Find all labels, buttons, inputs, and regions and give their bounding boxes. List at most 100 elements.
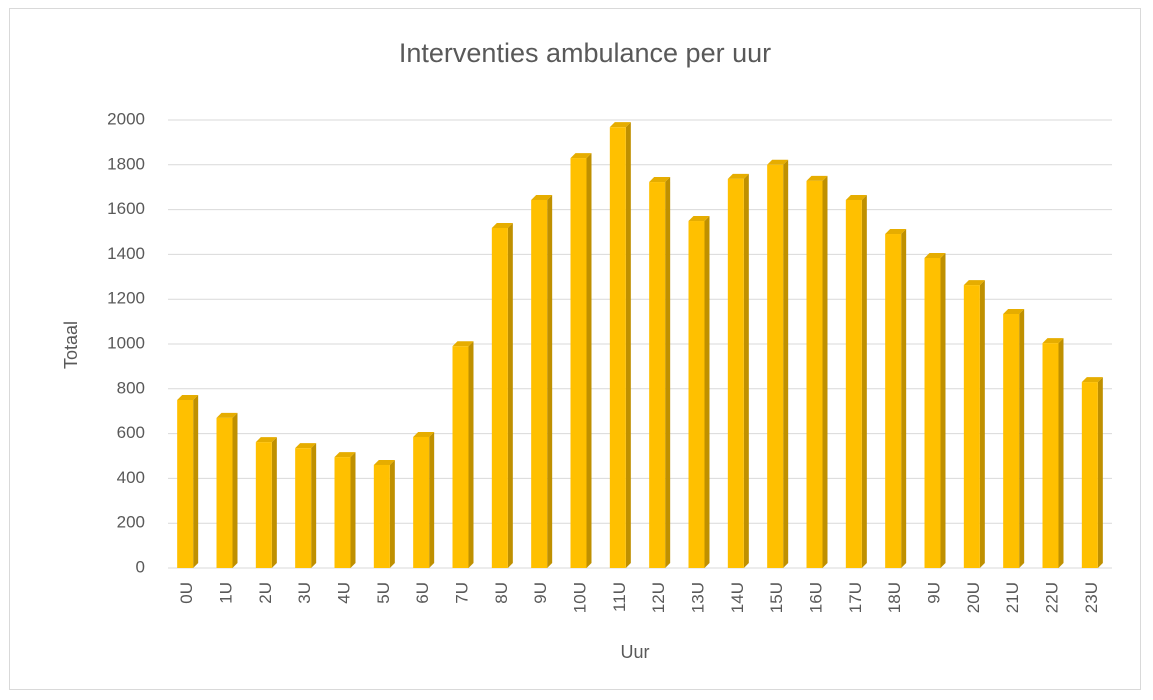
x-tick-label: 12U (649, 582, 668, 613)
bar-top (924, 252, 946, 258)
x-tick-label: 17U (846, 582, 865, 613)
x-tick-label: 21U (1003, 582, 1022, 613)
bar-top (334, 452, 356, 458)
bar-top (688, 216, 710, 222)
bar-side (429, 431, 435, 568)
bar (1042, 343, 1059, 568)
x-tick-label: 10U (570, 582, 589, 613)
bar-side (979, 280, 985, 568)
x-tick-label: 9U (924, 582, 943, 604)
bar-top (885, 229, 907, 235)
y-tick-label: 1800 (107, 154, 145, 173)
x-tick-label: 13U (688, 582, 707, 613)
bar (885, 234, 902, 569)
y-tick-label: 0 (136, 557, 145, 576)
bar (963, 285, 980, 568)
y-tick-label: 2000 (107, 109, 145, 128)
y-tick-label: 600 (117, 423, 145, 442)
bar (531, 199, 548, 568)
x-tick-label: 23U (1082, 582, 1101, 613)
bar-top (727, 173, 749, 179)
bar-side (311, 443, 317, 568)
bar (177, 400, 194, 568)
x-tick-label: 6U (413, 582, 432, 604)
bar-top (570, 153, 592, 159)
bar-top (491, 222, 513, 228)
bar-top (452, 341, 474, 347)
bar-top (295, 443, 317, 449)
bar-top (373, 459, 395, 465)
bar-top (255, 437, 277, 443)
y-tick-label: 200 (117, 513, 145, 532)
x-tick-label: 15U (767, 582, 786, 613)
bar-side (389, 459, 395, 568)
bar-top (609, 122, 631, 128)
x-tick-label: 4U (334, 582, 353, 604)
bar-side (783, 159, 789, 569)
x-axis-title: Uur (620, 642, 649, 662)
bar-top (413, 431, 435, 437)
x-tick-label: 7U (452, 582, 471, 604)
bar (570, 158, 587, 568)
bar-top (806, 175, 828, 181)
bar-side (586, 153, 592, 568)
bar (727, 178, 744, 569)
bar-side (822, 175, 828, 569)
bar-side (1019, 308, 1025, 568)
bar-side (193, 395, 199, 568)
x-tick-label: 8U (492, 582, 511, 604)
bar-top (963, 280, 985, 286)
y-tick-label: 1400 (107, 244, 145, 263)
x-tick-label: 18U (885, 582, 904, 613)
bar (924, 257, 941, 568)
x-tick-label: 0U (177, 582, 196, 604)
bar-side (861, 194, 867, 568)
bar-side (665, 177, 671, 568)
y-tick-label: 1600 (107, 199, 145, 218)
bar-top (1042, 338, 1064, 344)
bar (767, 164, 784, 569)
x-tick-label: 22U (1042, 582, 1061, 613)
x-tick-label: 2U (256, 582, 275, 604)
bar-top (216, 412, 238, 418)
bar-side (507, 222, 513, 568)
x-tick-label: 5U (374, 582, 393, 604)
bar (845, 199, 862, 568)
bar-side (940, 252, 946, 568)
bar (688, 221, 705, 569)
y-tick-label: 1200 (107, 289, 145, 308)
bar-side (468, 341, 474, 568)
bar-top (531, 194, 553, 200)
bar-side (1058, 338, 1064, 568)
x-tick-label: 16U (806, 582, 825, 613)
bar-side (743, 173, 749, 569)
bar-top (177, 395, 199, 400)
bar (806, 180, 823, 569)
bar (255, 442, 272, 568)
bar-side (271, 437, 277, 568)
bar-side (1097, 377, 1103, 568)
x-tick-label: 20U (964, 582, 983, 613)
y-tick-label: 1000 (107, 333, 145, 352)
bar-top (1003, 308, 1025, 314)
bar-side (704, 216, 710, 569)
bar (295, 448, 312, 568)
bar (1003, 313, 1020, 568)
bar (413, 436, 430, 568)
bar-side (547, 194, 553, 568)
bar-side (350, 452, 356, 568)
x-tick-label: 14U (728, 582, 747, 613)
bar-top (649, 177, 671, 183)
bar (373, 464, 390, 568)
x-tick-label: 3U (295, 582, 314, 604)
bar (452, 346, 469, 568)
bar-top (845, 194, 867, 200)
bar-side (901, 229, 907, 569)
bar (216, 417, 233, 568)
x-tick-label: 11U (610, 582, 629, 612)
bar (491, 227, 508, 568)
bar (609, 127, 626, 568)
bar (334, 457, 351, 568)
x-tick-label: 1U (216, 582, 235, 604)
